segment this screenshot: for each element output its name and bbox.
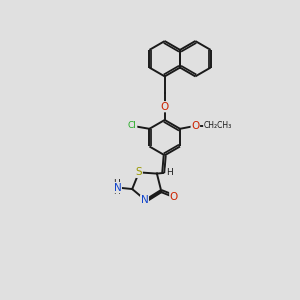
Text: O: O [170,192,178,202]
Text: CH₂CH₃: CH₂CH₃ [204,122,232,130]
Text: H: H [167,168,173,177]
Text: H: H [112,187,119,196]
Text: N: N [141,195,148,205]
Text: S: S [136,167,142,177]
Text: N: N [114,183,122,193]
Text: H: H [112,179,119,188]
Text: O: O [160,102,169,112]
Text: Cl: Cl [128,122,137,130]
Text: O: O [191,121,200,131]
